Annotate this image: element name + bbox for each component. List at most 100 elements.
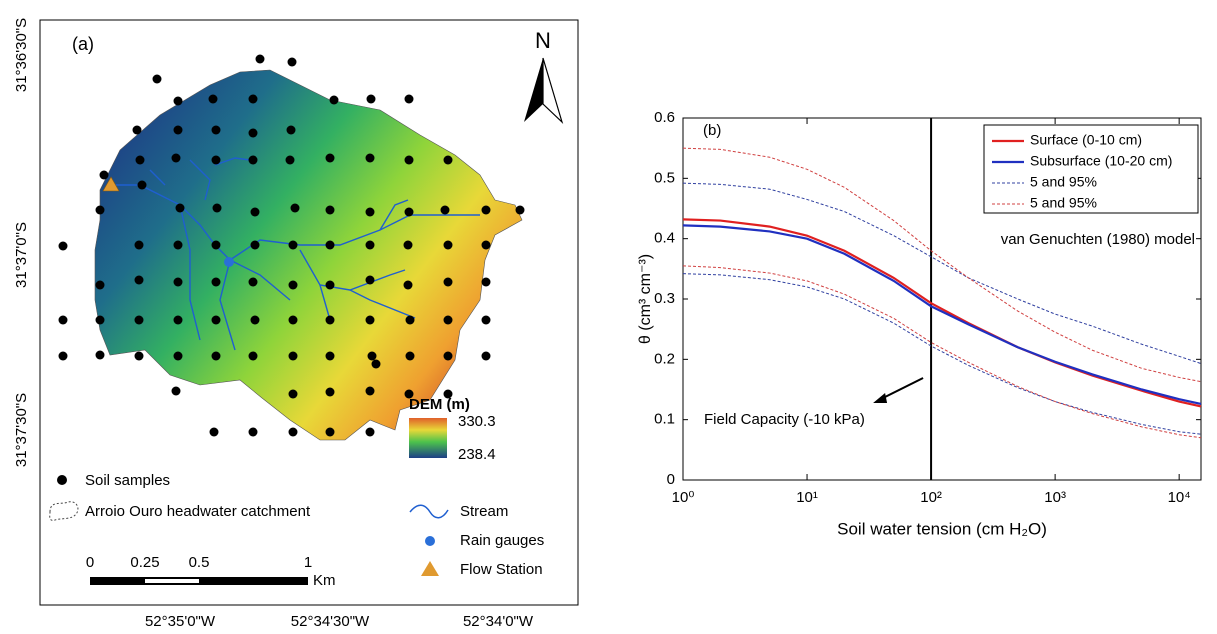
- figure: (a) N 31°36'30"S 31°37'0"S 31°37'30"S 52…: [0, 0, 1217, 634]
- soil-sample: [326, 428, 335, 437]
- soil-sample: [153, 75, 162, 84]
- soil-sample: [59, 316, 68, 325]
- soil-sample: [367, 95, 376, 104]
- soil-sample: [251, 241, 260, 250]
- dem-max: 330.3: [458, 413, 496, 430]
- soil-sample: [482, 278, 491, 287]
- y-tick-label: 0: [667, 471, 675, 488]
- soil-sample: [249, 95, 258, 104]
- legend-stream: Stream: [460, 503, 508, 520]
- soil-sample: [326, 206, 335, 215]
- legend-rain-symbol: [425, 536, 435, 546]
- lon-label: 52°35'0"W: [145, 613, 216, 630]
- soil-sample: [256, 55, 265, 64]
- soil-sample: [210, 428, 219, 437]
- legend-label: Surface (0-10 cm): [1030, 132, 1142, 148]
- soil-sample: [174, 97, 183, 106]
- legend-flow: Flow Station: [460, 561, 543, 578]
- soil-sample: [135, 241, 144, 250]
- scale-bar: [145, 579, 199, 583]
- soil-sample: [251, 208, 260, 217]
- soil-sample: [96, 316, 105, 325]
- x-tick-label: 10³: [1044, 489, 1066, 506]
- soil-sample: [212, 241, 221, 250]
- x-axis-label: Soil water tension (cm H₂O): [837, 519, 1047, 538]
- x-tick-label: 10¹: [796, 489, 818, 506]
- soil-sample: [444, 241, 453, 250]
- y-tick-label: 0.5: [654, 169, 675, 186]
- soil-sample: [289, 281, 298, 290]
- soil-sample: [404, 241, 413, 250]
- lon-label: 52°34'0"W: [463, 613, 534, 630]
- lat-label: 31°37'0"S: [13, 222, 30, 288]
- soil-sample: [287, 126, 296, 135]
- soil-sample: [174, 352, 183, 361]
- soil-sample: [212, 316, 221, 325]
- soil-sample: [251, 316, 260, 325]
- soil-sample: [59, 242, 68, 251]
- dem-min: 238.4: [458, 446, 496, 463]
- annotation: van Genuchten (1980) model: [1001, 231, 1195, 248]
- soil-sample: [366, 208, 375, 217]
- soil-sample: [366, 276, 375, 285]
- soil-sample: [289, 428, 298, 437]
- soil-sample: [326, 281, 335, 290]
- soil-sample: [100, 171, 109, 180]
- soil-sample: [249, 428, 258, 437]
- field-capacity-label: Field Capacity (-10 kPa): [704, 411, 865, 428]
- soil-sample: [482, 316, 491, 325]
- dem-colorbar: [409, 418, 447, 458]
- soil-sample: [444, 316, 453, 325]
- soil-sample: [289, 316, 298, 325]
- soil-sample: [405, 208, 414, 217]
- x-tick-label: 10⁴: [1168, 489, 1191, 506]
- soil-sample: [368, 352, 377, 361]
- soil-sample: [326, 352, 335, 361]
- soil-sample: [213, 204, 222, 213]
- scale-label: 0: [86, 554, 94, 571]
- soil-sample: [288, 58, 297, 67]
- soil-sample: [286, 156, 295, 165]
- scale-unit: Km: [313, 572, 336, 589]
- soil-sample: [289, 352, 298, 361]
- y-tick-label: 0.2: [654, 350, 675, 367]
- y-tick-label: 0.6: [654, 109, 675, 126]
- x-tick-label: 10²: [920, 489, 942, 506]
- soil-sample: [249, 156, 258, 165]
- soil-sample: [405, 95, 414, 104]
- soil-sample: [406, 316, 415, 325]
- legend-soil-symbol: [57, 475, 67, 485]
- dem-title: DEM (m): [409, 396, 470, 413]
- soil-sample: [366, 241, 375, 250]
- lat-label: 31°37'30"S: [13, 393, 30, 467]
- soil-sample: [444, 352, 453, 361]
- soil-sample: [366, 316, 375, 325]
- y-tick-label: 0.4: [654, 230, 675, 247]
- soil-sample: [133, 126, 142, 135]
- scale-label: 0.25: [130, 554, 159, 571]
- soil-sample: [366, 387, 375, 396]
- soil-sample: [366, 154, 375, 163]
- soil-sample: [444, 156, 453, 165]
- legend-label: 5 and 95%: [1030, 195, 1097, 211]
- soil-sample: [482, 241, 491, 250]
- soil-sample: [249, 129, 258, 138]
- y-axis-label: θ (cm³ cm⁻³): [637, 254, 654, 344]
- soil-sample: [330, 96, 339, 105]
- soil-sample: [96, 206, 105, 215]
- soil-sample: [212, 156, 221, 165]
- soil-sample: [249, 278, 258, 287]
- soil-sample: [212, 278, 221, 287]
- soil-sample: [326, 241, 335, 250]
- soil-sample: [59, 352, 68, 361]
- scale-label: 1: [304, 554, 312, 571]
- soil-sample: [326, 316, 335, 325]
- soil-sample: [135, 276, 144, 285]
- soil-sample: [366, 428, 375, 437]
- soil-sample: [289, 390, 298, 399]
- soil-sample: [249, 352, 258, 361]
- soil-sample: [404, 281, 413, 290]
- soil-sample: [405, 156, 414, 165]
- soil-sample: [135, 352, 144, 361]
- soil-sample: [174, 241, 183, 250]
